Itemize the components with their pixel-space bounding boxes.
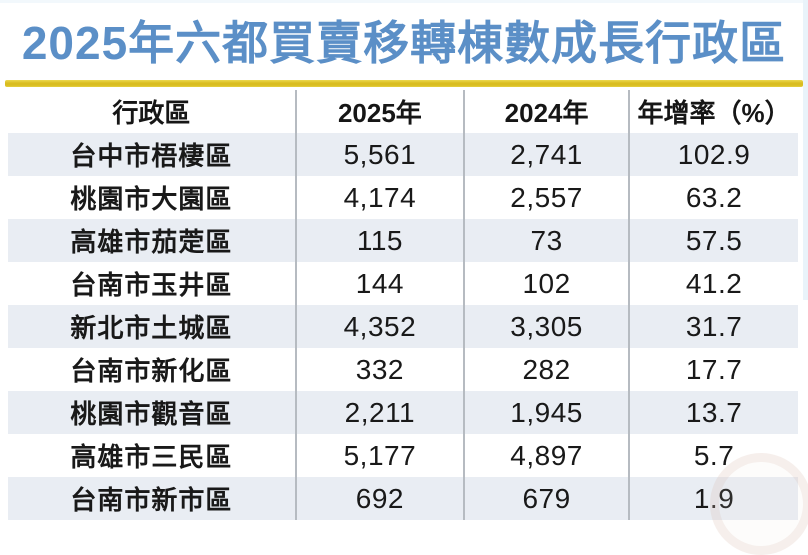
value-2024-cell: 4,897 xyxy=(463,434,628,477)
value-2025-cell: 5,177 xyxy=(294,434,463,477)
top-edge-tint xyxy=(0,0,808,3)
page-title: 2025年六都買賣移轉棟數成長行政區 xyxy=(21,17,787,69)
table-row: 桃園市觀音區 2,211 1,945 13.7 xyxy=(8,391,798,434)
value-2025-cell: 5,561 xyxy=(294,133,463,176)
value-2024-cell: 2,557 xyxy=(463,176,628,219)
table-row: 桃園市大園區 4,174 2,557 63.2 xyxy=(8,176,798,219)
district-cell: 高雄市茄萣區 xyxy=(70,227,233,257)
growth-cell: 13.7 xyxy=(628,391,798,434)
district-cell: 新北市土城區 xyxy=(70,313,233,343)
table-row: 台中市梧棲區 5,561 2,741 102.9 xyxy=(8,133,798,176)
title-underline xyxy=(5,80,803,87)
value-2024-cell: 2,741 xyxy=(463,133,628,176)
growth-cell: 41.2 xyxy=(628,262,798,305)
district-cell: 高雄市三民區 xyxy=(70,442,233,472)
growth-cell: 63.2 xyxy=(628,176,798,219)
value-2024-cell: 3,305 xyxy=(463,305,628,348)
value-2025-cell: 692 xyxy=(294,477,463,520)
value-2025-cell: 332 xyxy=(294,348,463,391)
growth-cell: 102.9 xyxy=(628,133,798,176)
header-cell-growth: 年增率（%） xyxy=(628,90,798,133)
header-cell-district: 行政區 xyxy=(112,98,191,128)
growth-cell: 31.7 xyxy=(628,305,798,348)
watermark-circle xyxy=(710,453,808,555)
growth-cell: 57.5 xyxy=(628,219,798,262)
value-2025-cell: 144 xyxy=(294,262,463,305)
data-table: 行政區 2025年 2024年 年增率（%） 台中市梧棲區 5,561 2,74… xyxy=(8,90,798,520)
value-2025-cell: 4,174 xyxy=(294,176,463,219)
table-row: 新北市土城區 4,352 3,305 31.7 xyxy=(8,305,798,348)
header-cell-2024: 2024年 xyxy=(463,90,628,133)
table-row: 台南市玉井區 144 102 41.2 xyxy=(8,262,798,305)
table-row: 台南市新市區 692 679 1.9 xyxy=(8,477,798,520)
right-edge-tint xyxy=(803,0,808,300)
growth-cell: 17.7 xyxy=(628,348,798,391)
value-2024-cell: 679 xyxy=(463,477,628,520)
district-cell: 台中市梧棲區 xyxy=(70,141,233,171)
table-row: 台南市新化區 332 282 17.7 xyxy=(8,348,798,391)
district-cell: 桃園市觀音區 xyxy=(70,399,233,429)
district-cell: 台南市新市區 xyxy=(70,485,233,515)
value-2025-cell: 4,352 xyxy=(294,305,463,348)
value-2024-cell: 282 xyxy=(463,348,628,391)
district-cell: 台南市玉井區 xyxy=(70,270,233,300)
value-2025-cell: 115 xyxy=(294,219,463,262)
table-row: 高雄市三民區 5,177 4,897 5.7 xyxy=(8,434,798,477)
table-row: 高雄市茄萣區 115 73 57.5 xyxy=(8,219,798,262)
value-2024-cell: 1,945 xyxy=(463,391,628,434)
table-header-row: 行政區 2025年 2024年 年增率（%） xyxy=(8,90,798,133)
value-2025-cell: 2,211 xyxy=(294,391,463,434)
value-2024-cell: 73 xyxy=(463,219,628,262)
title-bar: 2025年六都買賣移轉棟數成長行政區 xyxy=(0,4,808,76)
value-2024-cell: 102 xyxy=(463,262,628,305)
district-cell: 台南市新化區 xyxy=(70,356,233,386)
district-cell: 桃園市大園區 xyxy=(70,184,233,214)
header-cell-2025: 2025年 xyxy=(294,90,463,133)
